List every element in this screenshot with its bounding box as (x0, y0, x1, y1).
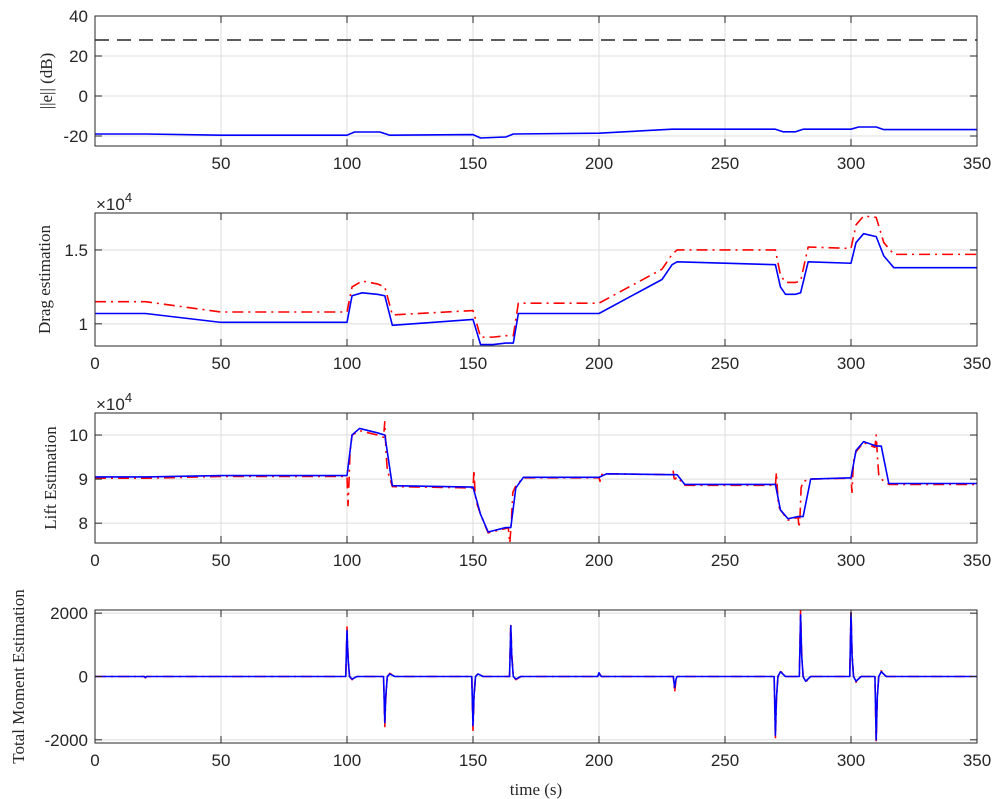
series-group (95, 39, 977, 139)
y-tick-label: 20 (69, 47, 88, 66)
x-tick-label: 150 (459, 354, 487, 373)
x-tick-label: 50 (212, 354, 231, 373)
x-tick-label: 350 (963, 154, 991, 173)
y-axis-label: Drag estimation (35, 224, 54, 334)
series-line-1 (95, 612, 977, 741)
series-group (95, 610, 977, 743)
y-tick-label: 0 (79, 668, 88, 687)
x-tick-label: 250 (711, 154, 739, 173)
y-exponent-label: ×104 (96, 190, 132, 214)
x-tick-label: 50 (212, 154, 231, 173)
x-tick-label: 350 (963, 354, 991, 373)
series-line-1 (95, 232, 977, 346)
x-tick-label: 150 (459, 154, 487, 173)
y-tick-label: 1 (79, 315, 88, 334)
x-tick-label: 100 (333, 354, 361, 373)
exponent-base: ×10 (96, 395, 125, 414)
x-tick-label: 200 (585, 354, 613, 373)
x-tick-label: 0 (90, 354, 99, 373)
y-tick-label: -20 (63, 127, 88, 146)
x-tick-label: 0 (90, 751, 99, 770)
y-tick-label: -2000 (45, 731, 88, 750)
series-line-2 (95, 421, 977, 543)
x-tick-label: 50 (212, 751, 231, 770)
x-tick-label: 250 (711, 551, 739, 570)
chart-panel-1: 50 100 150 200 250 300 350 -20 0 20 40 ||e|| (dB) (37, 7, 991, 173)
x-tick-label: 300 (837, 354, 865, 373)
series-group (95, 421, 977, 543)
axes-box (94, 412, 978, 544)
x-tick-label: 50 (212, 551, 231, 570)
x-tick-label: 200 (585, 551, 613, 570)
x-tick-label: 100 (333, 154, 361, 173)
axes-box (94, 212, 978, 347)
x-tick-label: 0 (90, 551, 99, 570)
y-exponent-label: ×104 (96, 390, 132, 414)
x-tick-label: 300 (837, 154, 865, 173)
y-tick-label: 9 (79, 470, 88, 489)
x-tick-label: 350 (963, 551, 991, 570)
series-group (95, 215, 977, 346)
chart-panel-2: 0 50 100 150 200 250 300 350 1 1.5 ×104 Drag estima… (35, 190, 991, 373)
y-tick-label: 8 (79, 514, 88, 533)
series-line-1 (95, 126, 977, 139)
y-axis-label: ||e|| (dB) (37, 53, 56, 110)
exponent-power: 4 (125, 390, 132, 405)
series-line-1 (95, 427, 977, 533)
x-tick-label: 350 (963, 751, 991, 770)
y-axis-label: Total Moment Estimation (9, 589, 28, 764)
exponent-base: ×10 (96, 195, 125, 214)
axes-box (94, 609, 978, 744)
axes-box (94, 15, 978, 147)
y-axis-label: Lift Estimation (41, 426, 60, 530)
y-tick-label: 0 (79, 87, 88, 106)
x-tick-label: 150 (459, 551, 487, 570)
y-tick-label: 40 (69, 7, 88, 26)
x-tick-label: 250 (711, 354, 739, 373)
y-tick-label: 2000 (50, 604, 88, 623)
x-tick-label: 100 (333, 551, 361, 570)
chart-panel-3: 0 50 100 150 200 250 300 350 8 9 10 ×104 Lift Estima… (41, 390, 991, 570)
x-tick-label: 300 (837, 551, 865, 570)
y-tick-label: 1.5 (64, 241, 88, 260)
x-tick-label: 300 (837, 751, 865, 770)
x-tick-label: 250 (711, 751, 739, 770)
exponent-power: 4 (125, 190, 132, 205)
x-tick-label: 200 (585, 751, 613, 770)
x-tick-label: 200 (585, 154, 613, 173)
x-axis-label: time (s) (510, 780, 562, 799)
x-tick-label: 100 (333, 751, 361, 770)
y-tick-label: 10 (69, 426, 88, 445)
x-tick-label: 150 (459, 751, 487, 770)
series-line-2 (95, 215, 977, 338)
